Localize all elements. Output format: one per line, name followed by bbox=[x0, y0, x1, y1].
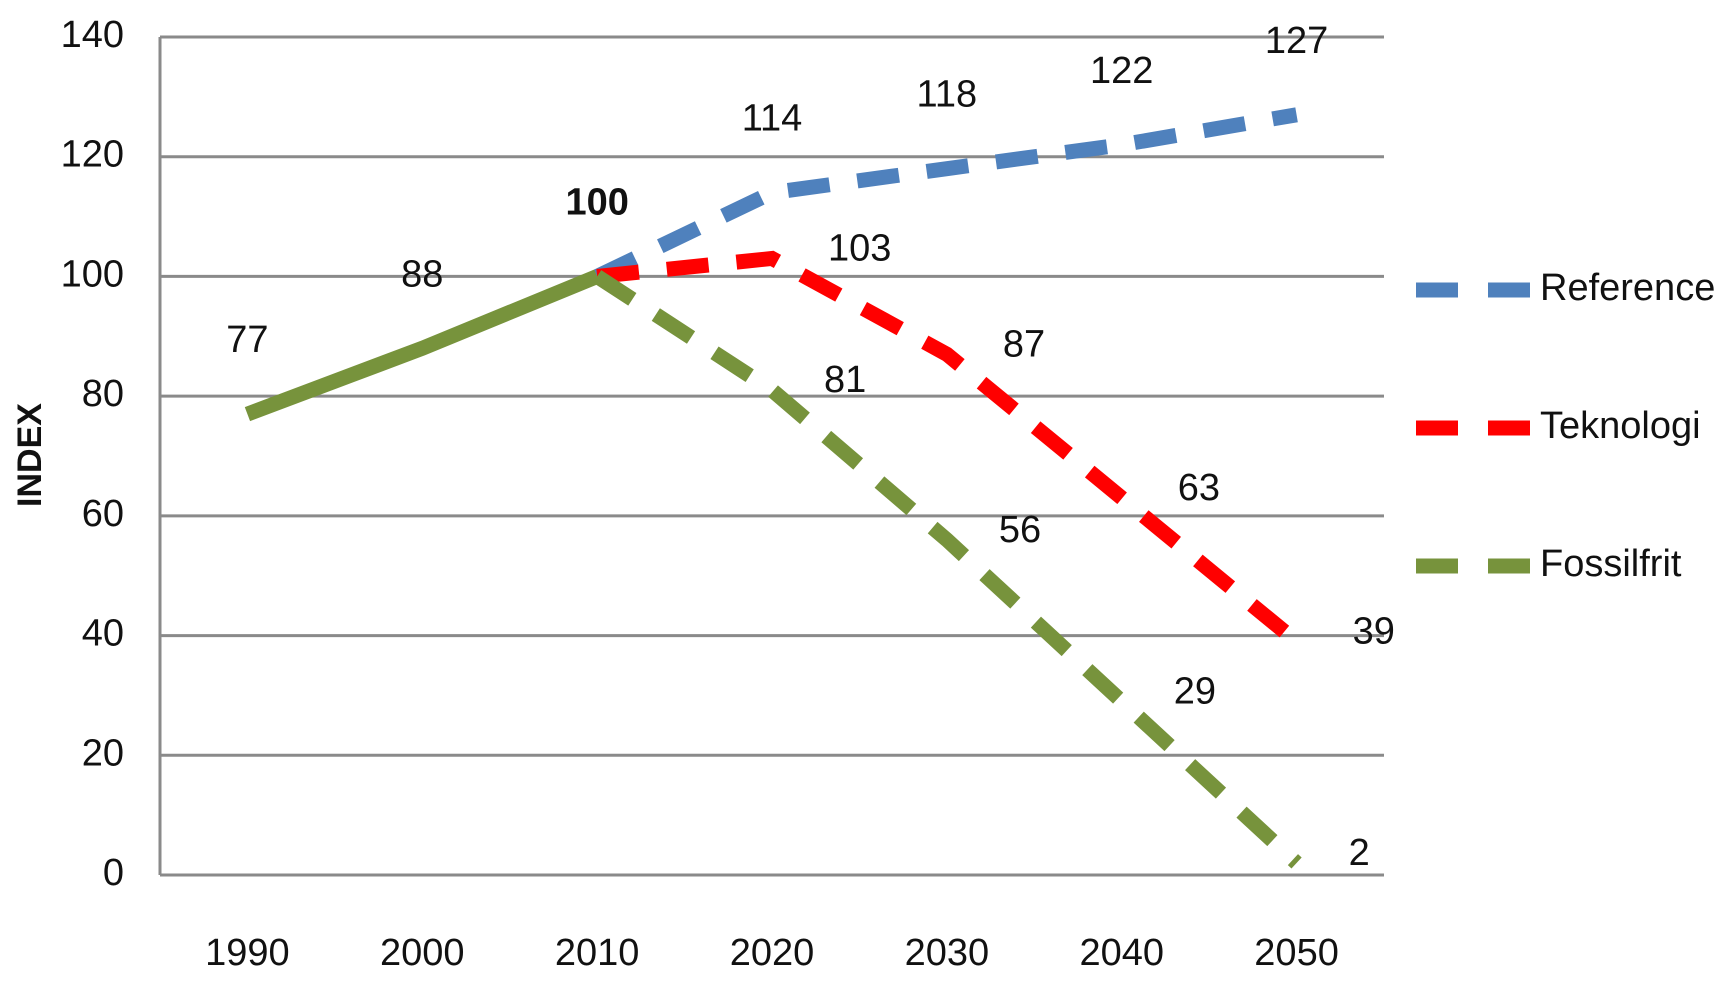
legend-label: Reference bbox=[1540, 267, 1715, 309]
series-line bbox=[596, 250, 1302, 648]
y-tick-label: 140 bbox=[61, 14, 124, 56]
x-tick-label: 2000 bbox=[380, 932, 465, 974]
data-label: 118 bbox=[917, 74, 978, 116]
x-tick-label: 2050 bbox=[1254, 932, 1339, 974]
y-axis-title: INDEX bbox=[11, 403, 49, 507]
data-label: 81 bbox=[824, 359, 866, 401]
y-tick-label: 20 bbox=[82, 732, 124, 774]
legend-label: Teknologi bbox=[1540, 405, 1701, 447]
data-label: 56 bbox=[999, 509, 1041, 551]
data-label: 122 bbox=[1090, 50, 1153, 92]
y-tick-label: 80 bbox=[82, 373, 124, 415]
data-label: 103 bbox=[828, 228, 891, 270]
data-label: 2 bbox=[1349, 832, 1370, 874]
data-label: 87 bbox=[1003, 323, 1045, 365]
series-line bbox=[593, 270, 1302, 869]
y-tick-label: 60 bbox=[82, 493, 124, 535]
data-label: 100 bbox=[565, 181, 628, 223]
y-tick-label: 120 bbox=[61, 134, 124, 176]
data-label: 63 bbox=[1178, 467, 1220, 509]
legend-label: Fossilfrit bbox=[1540, 543, 1682, 585]
data-label: 29 bbox=[1174, 670, 1216, 712]
data-label: 127 bbox=[1265, 20, 1328, 62]
data-label: 88 bbox=[401, 253, 443, 295]
data-label: 77 bbox=[226, 319, 268, 361]
series-line bbox=[593, 107, 1298, 284]
x-tick-label: 2030 bbox=[905, 932, 990, 974]
y-tick-label: 100 bbox=[61, 253, 124, 295]
data-label: 39 bbox=[1353, 611, 1395, 653]
data-label: 114 bbox=[742, 98, 803, 140]
y-tick-label: 0 bbox=[103, 852, 124, 894]
series-line bbox=[244, 269, 600, 422]
y-tick-label: 40 bbox=[82, 613, 124, 655]
x-tick-label: 2040 bbox=[1079, 932, 1164, 974]
x-tick-label: 2020 bbox=[730, 932, 815, 974]
x-tick-label: 2010 bbox=[555, 932, 640, 974]
x-tick-label: 1990 bbox=[205, 932, 290, 974]
